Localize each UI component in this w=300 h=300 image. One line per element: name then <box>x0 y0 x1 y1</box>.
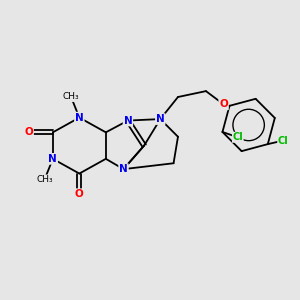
Text: CH₃: CH₃ <box>36 175 53 184</box>
Text: Cl: Cl <box>232 132 243 142</box>
Text: N: N <box>119 164 128 174</box>
Text: O: O <box>219 99 228 110</box>
Text: N: N <box>75 112 84 123</box>
Text: Cl: Cl <box>278 136 289 146</box>
Text: N: N <box>156 114 165 124</box>
Text: CH₃: CH₃ <box>63 92 80 101</box>
Text: O: O <box>24 127 33 137</box>
Text: N: N <box>124 116 132 126</box>
Text: O: O <box>75 189 84 199</box>
Text: N: N <box>49 154 57 164</box>
